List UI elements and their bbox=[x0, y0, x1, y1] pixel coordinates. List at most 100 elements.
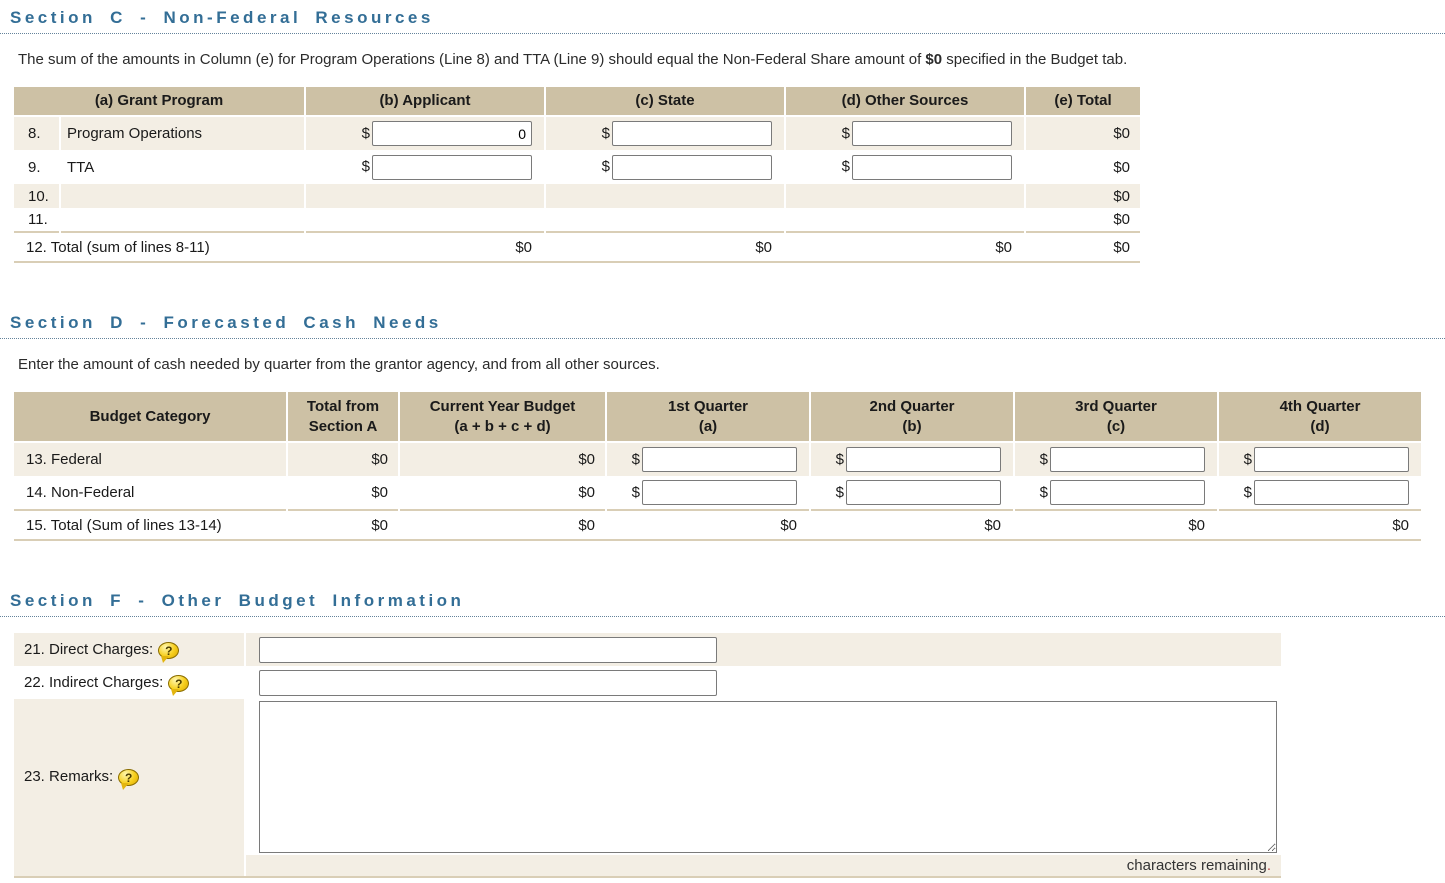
indirect-charges-input[interactable] bbox=[259, 669, 717, 696]
col-header-budget-category: Budget Category bbox=[14, 392, 288, 444]
forecasted-cash-needs-table: Budget Category Total from Section A Curr… bbox=[14, 392, 1421, 542]
section-d: Section D - Forecasted Cash Needs Enter … bbox=[0, 305, 1445, 542]
row-label-empty bbox=[60, 184, 306, 209]
direct-charges-label: 21. Direct Charges: bbox=[24, 640, 154, 658]
program-operations-total: $0 bbox=[1025, 116, 1140, 151]
section-d-intro: Enter the amount of cash needed by quart… bbox=[18, 356, 660, 374]
col-header-2nd-quarter: 2nd Quarter (b) bbox=[810, 392, 1015, 444]
federal-q4-input[interactable] bbox=[1254, 447, 1409, 473]
total-q4: $0 bbox=[1218, 509, 1421, 542]
section-c-title: Section C - Non-Federal Resources bbox=[0, 0, 1445, 34]
table-row-total-c: 12. Total (sum of lines 8-11) $0 $0 $0 $… bbox=[14, 231, 1140, 264]
total-current-year-budget: $0 bbox=[399, 509, 607, 542]
currency-symbol: $ bbox=[361, 124, 370, 142]
table-header-row: (a) Grant Program (b) Applicant (c) Stat… bbox=[14, 87, 1140, 118]
tta-state-input[interactable] bbox=[612, 154, 772, 180]
indirect-charges-label: 22. Indirect Charges: bbox=[24, 673, 164, 691]
currency-symbol: $ bbox=[1243, 450, 1252, 468]
non-federal-share-amount: $0 bbox=[925, 51, 943, 68]
currency-symbol: $ bbox=[601, 158, 610, 176]
total-q1: $0 bbox=[606, 509, 811, 542]
federal-q3-input[interactable] bbox=[1050, 447, 1205, 473]
row-label: 13. Federal bbox=[14, 442, 288, 477]
row-label: TTA bbox=[60, 150, 306, 185]
col-header-3rd-quarter: 3rd Quarter (c) bbox=[1014, 392, 1219, 444]
tta-other-sources-input[interactable] bbox=[852, 154, 1012, 180]
federal-total-section-a: $0 bbox=[287, 442, 400, 477]
row-label: 14. Non-Federal bbox=[14, 476, 288, 511]
total-q3: $0 bbox=[1014, 509, 1219, 542]
row-label-empty bbox=[60, 208, 306, 233]
tta-applicant-input[interactable] bbox=[372, 154, 532, 180]
currency-symbol: $ bbox=[601, 124, 610, 142]
section-c-intro-text-after: specified in the Budget tab. bbox=[942, 51, 1128, 68]
non-federal-q2-input[interactable] bbox=[846, 480, 1001, 506]
table-row-federal: 13. Federal $0 $0 $ $ $ $ bbox=[14, 442, 1421, 477]
non-federal-q3-input[interactable] bbox=[1050, 480, 1205, 506]
direct-charges-input[interactable] bbox=[259, 636, 717, 663]
currency-symbol: $ bbox=[841, 158, 850, 176]
col-header-other-sources: (d) Other Sources bbox=[785, 87, 1026, 118]
total-grand: $0 bbox=[1025, 231, 1140, 264]
table-row-total-d: 15. Total (Sum of lines 13-14) $0 $0 $0 … bbox=[14, 509, 1421, 542]
section-f-title: Section F - Other Budget Information bbox=[0, 583, 1445, 618]
col-header-applicant: (b) Applicant bbox=[305, 87, 546, 118]
row-10-total: $0 bbox=[1025, 184, 1140, 209]
federal-current-year-budget: $0 bbox=[399, 442, 607, 477]
non-federal-q1-input[interactable] bbox=[642, 480, 797, 506]
currency-symbol: $ bbox=[1243, 483, 1252, 501]
direct-charges-help-icon[interactable]: ? bbox=[158, 641, 180, 663]
total-row-label: 15. Total (Sum of lines 13-14) bbox=[14, 509, 288, 542]
row-number: 9. bbox=[14, 150, 61, 185]
non-federal-resources-table: (a) Grant Program (b) Applicant (c) Stat… bbox=[14, 87, 1140, 264]
other-budget-information-table: 21. Direct Charges:? 22. Indirect Charge… bbox=[14, 633, 1281, 879]
col-header-total: (e) Total bbox=[1025, 87, 1140, 118]
section-f: Section F - Other Budget Information 21.… bbox=[0, 583, 1445, 879]
currency-symbol: $ bbox=[1039, 483, 1048, 501]
col-header-grant-program: (a) Grant Program bbox=[14, 87, 306, 118]
section-c-intro-text: The sum of the amounts in Column (e) for… bbox=[18, 51, 926, 68]
characters-remaining-row: characters remaining. bbox=[14, 855, 1281, 879]
row-number: 10. bbox=[14, 184, 61, 209]
row-number: 8. bbox=[14, 116, 61, 151]
table-row-10: 10. $0 bbox=[14, 184, 1140, 209]
remarks-label: 23. Remarks: bbox=[24, 768, 114, 786]
col-header-current-year-budget: Current Year Budget (a + b + c + d) bbox=[399, 392, 607, 444]
table-row-non-federal: 14. Non-Federal $0 $0 $ $ $ $ bbox=[14, 476, 1421, 511]
program-operations-applicant-input[interactable] bbox=[372, 121, 532, 147]
row-number: 11. bbox=[14, 208, 61, 233]
total-other-sources: $0 bbox=[785, 231, 1026, 264]
characters-remaining-text: characters remaining. bbox=[245, 855, 1281, 879]
federal-q1-input[interactable] bbox=[642, 447, 797, 473]
currency-symbol: $ bbox=[841, 124, 850, 142]
remarks-help-icon[interactable]: ? bbox=[118, 769, 140, 791]
col-header-1st-quarter: 1st Quarter (a) bbox=[606, 392, 811, 444]
currency-symbol: $ bbox=[835, 483, 844, 501]
total-row-label: 12. Total (sum of lines 8-11) bbox=[14, 231, 306, 264]
table-row-direct-charges: 21. Direct Charges:? bbox=[14, 633, 1281, 667]
indirect-charges-help-icon[interactable]: ? bbox=[168, 674, 190, 696]
col-header-state: (c) State bbox=[545, 87, 786, 118]
table-row-remarks: 23. Remarks:? bbox=[14, 699, 1281, 856]
row-11-total: $0 bbox=[1025, 208, 1140, 233]
total-section-a: $0 bbox=[287, 509, 400, 542]
tta-total: $0 bbox=[1025, 150, 1140, 185]
col-header-total-from-section-a: Total from Section A bbox=[287, 392, 400, 444]
section-c-intro: The sum of the amounts in Column (e) for… bbox=[18, 51, 1445, 68]
table-row-program-operations: 8. Program Operations $ $ $ $0 bbox=[14, 116, 1140, 151]
row-label: Program Operations bbox=[60, 116, 306, 151]
program-operations-state-input[interactable] bbox=[612, 121, 772, 147]
section-d-title: Section D - Forecasted Cash Needs bbox=[0, 305, 1445, 340]
federal-q2-input[interactable] bbox=[846, 447, 1001, 473]
currency-symbol: $ bbox=[631, 450, 640, 468]
currency-symbol: $ bbox=[631, 483, 640, 501]
non-federal-total-section-a: $0 bbox=[287, 476, 400, 511]
currency-symbol: $ bbox=[361, 158, 370, 176]
non-federal-q4-input[interactable] bbox=[1254, 480, 1409, 506]
program-operations-other-sources-input[interactable] bbox=[852, 121, 1012, 147]
currency-symbol: $ bbox=[1039, 450, 1048, 468]
currency-symbol: $ bbox=[835, 450, 844, 468]
table-row-indirect-charges: 22. Indirect Charges:? bbox=[14, 666, 1281, 700]
remarks-textarea[interactable] bbox=[259, 701, 1277, 854]
total-applicant: $0 bbox=[305, 231, 546, 264]
